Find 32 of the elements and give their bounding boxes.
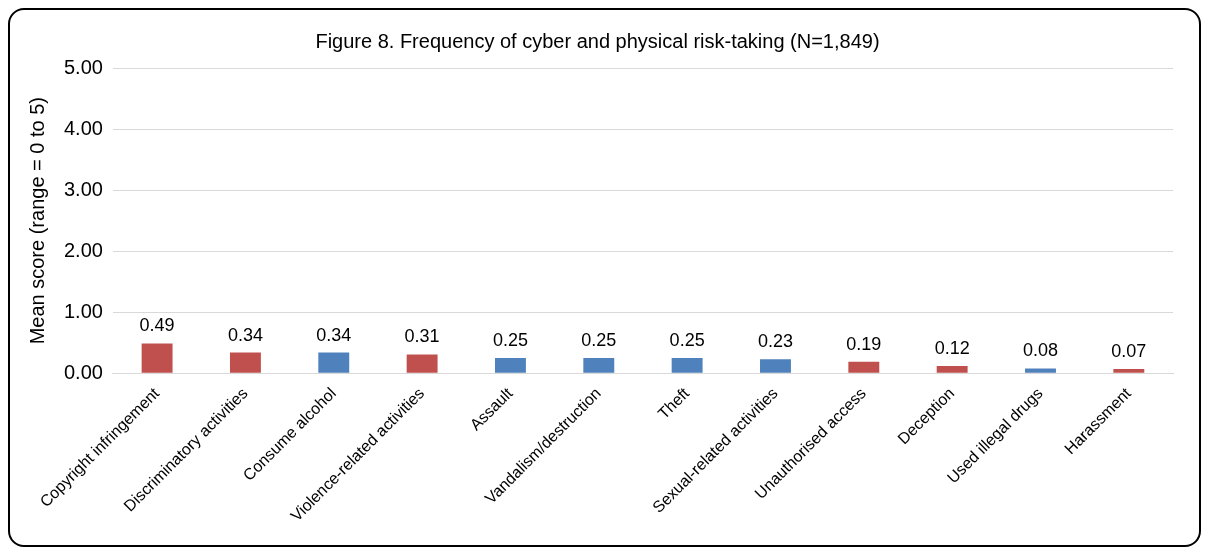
bar: [406, 354, 438, 373]
data-label: 0.25: [492, 330, 528, 351]
bar: [141, 343, 173, 373]
data-label: 0.12: [934, 337, 970, 358]
data-label: 0.19: [846, 333, 882, 354]
bar: [229, 352, 261, 373]
data-label: 0.08: [1022, 340, 1059, 361]
bar: [671, 358, 703, 373]
bar: [760, 359, 791, 373]
y-tick-label: 3.00: [63, 177, 103, 200]
bar: [848, 361, 880, 373]
data-label: 0.49: [139, 315, 175, 336]
y-tick-label: 1.00: [63, 299, 103, 322]
y-tick-label: 2.00: [63, 238, 103, 261]
bar: [936, 366, 968, 373]
y-tick-label: 4.00: [63, 116, 103, 139]
bar: [1113, 369, 1145, 373]
chart-title: Figure 8. Frequency of cyber and physical risk-taking (N=1,849): [315, 29, 880, 52]
data-label: 0.25: [669, 330, 705, 351]
data-label: 0.34: [227, 324, 263, 345]
bar: [318, 352, 350, 373]
data-label: 0.23: [757, 331, 793, 352]
data-label: 0.25: [581, 330, 617, 351]
data-label: 0.34: [316, 324, 352, 345]
data-label: 0.31: [404, 326, 440, 347]
y-axis-title: Mean score (range = 0 to 5): [25, 96, 48, 345]
y-tick-label: 5.00: [63, 55, 103, 78]
bar: [1025, 368, 1056, 373]
y-tick-label: 0.00: [63, 360, 103, 383]
bar: [583, 358, 615, 373]
bar: [494, 358, 526, 373]
data-label: 0.07: [1111, 341, 1147, 362]
